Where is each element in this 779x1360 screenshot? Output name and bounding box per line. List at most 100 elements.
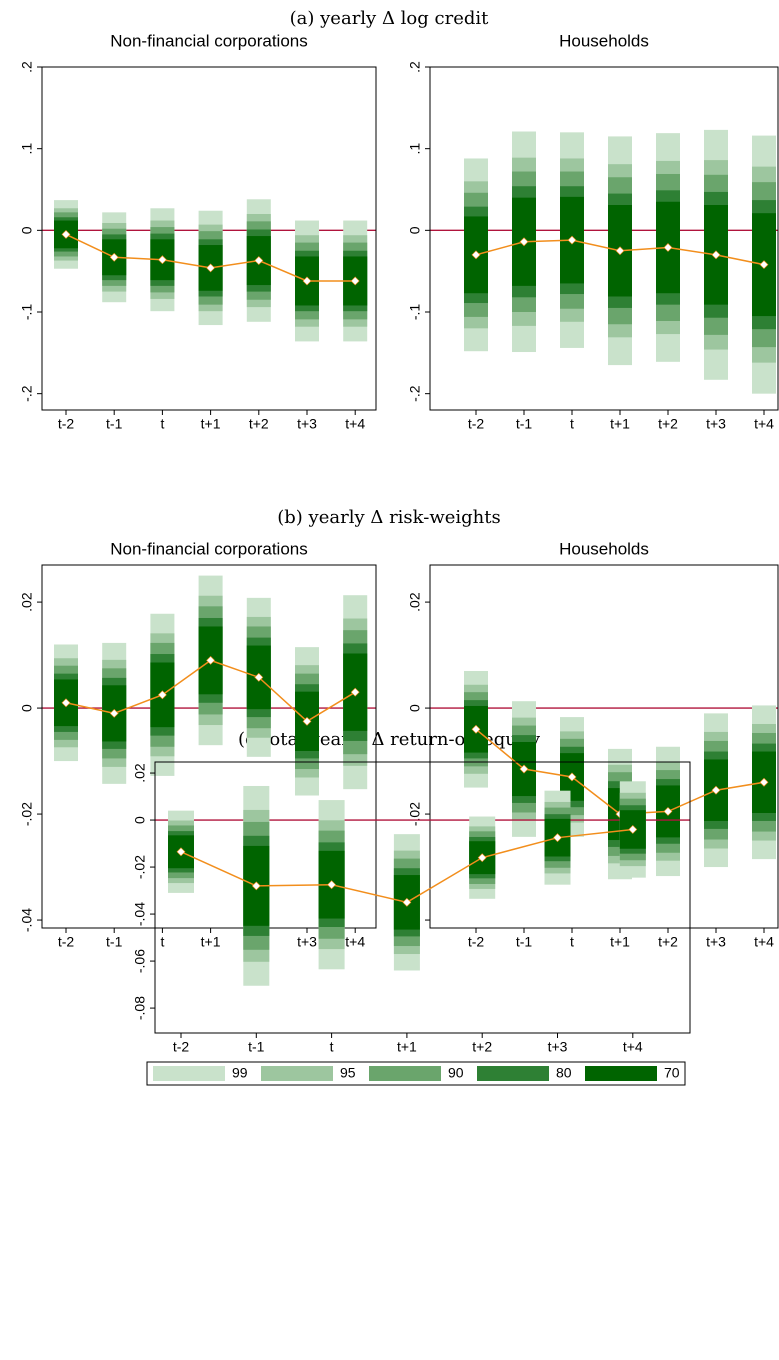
x-tick-label: t+2 bbox=[658, 416, 678, 432]
section-heading: (a) yearly Δ log credit bbox=[290, 8, 489, 29]
estimate-marker bbox=[61, 229, 71, 239]
estimate-marker bbox=[302, 276, 312, 286]
estimate-marker bbox=[350, 687, 360, 697]
y-tick-label: .1 bbox=[19, 143, 35, 155]
estimate-marker bbox=[109, 252, 119, 262]
estimate-marker bbox=[302, 716, 312, 726]
estimate-marker bbox=[519, 764, 529, 774]
y-tick-label: -.1 bbox=[407, 304, 423, 321]
x-tick-label: t+3 bbox=[706, 934, 726, 950]
panel-title: Non-financial corporations bbox=[110, 539, 308, 558]
estimate-marker bbox=[663, 243, 673, 252]
x-tick-label: t bbox=[570, 934, 574, 950]
x-tick-label: t+3 bbox=[297, 934, 317, 950]
y-tick-label: .02 bbox=[407, 592, 423, 612]
estimate-marker bbox=[402, 897, 412, 907]
legend-swatch bbox=[585, 1066, 657, 1081]
y-tick-label: 0 bbox=[407, 226, 423, 234]
plot-frame bbox=[41, 564, 377, 929]
y-tick-label: .2 bbox=[19, 61, 35, 73]
legend-swatch bbox=[261, 1066, 333, 1081]
legend-label: 80 bbox=[556, 1065, 572, 1081]
x-tick-label: t+4 bbox=[345, 934, 365, 950]
x-tick-label: t+4 bbox=[754, 416, 774, 432]
estimate-marker bbox=[206, 263, 216, 273]
x-tick-label: t-1 bbox=[516, 416, 533, 432]
estimate-marker bbox=[157, 255, 167, 265]
legend-swatch bbox=[153, 1066, 225, 1081]
section-heading: (c)total yearly Δ return-on-equity bbox=[238, 729, 541, 750]
x-tick-label: t-2 bbox=[173, 1039, 190, 1055]
plot-frame bbox=[154, 761, 691, 1034]
x-tick-label: t-2 bbox=[58, 416, 75, 432]
y-tick-label: -.1 bbox=[19, 304, 35, 321]
estimate-marker bbox=[471, 250, 481, 260]
estimate-marker bbox=[176, 847, 186, 857]
y-tick-label: .02 bbox=[19, 592, 35, 612]
legend-swatch bbox=[369, 1066, 441, 1081]
legend-label: 99 bbox=[232, 1065, 248, 1081]
estimate-marker bbox=[711, 250, 721, 260]
estimate-marker bbox=[663, 806, 673, 816]
estimate-marker bbox=[206, 655, 216, 665]
x-tick-label: t+1 bbox=[201, 934, 221, 950]
section-heading: (b) yearly Δ risk-weights bbox=[277, 507, 501, 528]
plot-frame bbox=[429, 66, 779, 411]
y-tick-label: -.06 bbox=[132, 949, 148, 973]
x-tick-label: t+3 bbox=[548, 1039, 568, 1055]
x-tick-label: t+3 bbox=[706, 416, 726, 432]
estimate-marker bbox=[254, 256, 264, 265]
estimate-marker bbox=[471, 724, 481, 734]
x-tick-label: t-1 bbox=[106, 934, 123, 950]
y-tick-label: -.04 bbox=[132, 902, 148, 926]
x-tick-label: t bbox=[570, 416, 574, 432]
y-tick-label: .02 bbox=[132, 763, 148, 783]
estimate-marker bbox=[553, 833, 562, 843]
estimate-marker bbox=[759, 260, 769, 270]
estimate-marker bbox=[254, 672, 264, 682]
y-tick-label: .1 bbox=[407, 143, 423, 155]
x-tick-label: t+4 bbox=[623, 1039, 643, 1055]
panel-title: Households bbox=[559, 539, 649, 558]
x-tick-label: t-2 bbox=[468, 934, 485, 950]
y-tick-label: -.2 bbox=[19, 385, 35, 402]
estimate-marker bbox=[327, 880, 337, 890]
estimate-marker bbox=[567, 772, 577, 782]
estimate-marker bbox=[157, 690, 167, 700]
panel-title: Non-financial corporations bbox=[110, 31, 308, 50]
estimate-marker bbox=[711, 785, 721, 795]
legend-label: 90 bbox=[448, 1065, 464, 1081]
estimate-marker bbox=[109, 708, 119, 718]
estimate-marker bbox=[628, 825, 638, 834]
plot-frame bbox=[41, 66, 377, 411]
legend-swatch bbox=[477, 1066, 549, 1081]
estimate-marker bbox=[759, 777, 769, 787]
estimate-marker bbox=[61, 698, 71, 708]
y-tick-label: -.08 bbox=[132, 996, 148, 1020]
estimate-marker bbox=[350, 276, 360, 286]
x-tick-label: t+2 bbox=[658, 934, 678, 950]
x-tick-label: t-1 bbox=[248, 1039, 265, 1055]
estimate-marker bbox=[519, 237, 529, 247]
estimate-marker bbox=[251, 881, 261, 891]
x-tick-label: t+1 bbox=[610, 416, 630, 432]
y-tick-label: 0 bbox=[19, 226, 35, 234]
x-tick-label: t+1 bbox=[201, 416, 221, 432]
y-tick-label: -.02 bbox=[19, 802, 35, 826]
y-tick-label: 0 bbox=[19, 704, 35, 712]
y-tick-label: -.04 bbox=[19, 908, 35, 932]
x-tick-label: t+2 bbox=[472, 1039, 492, 1055]
y-tick-label: .2 bbox=[407, 61, 423, 73]
x-tick-label: t+1 bbox=[610, 934, 630, 950]
panel-title: Households bbox=[559, 31, 649, 50]
plot-frame bbox=[429, 564, 779, 929]
x-tick-label: t bbox=[330, 1039, 334, 1055]
x-tick-label: t+1 bbox=[397, 1039, 417, 1055]
estimate-marker bbox=[477, 853, 487, 863]
x-tick-label: t-2 bbox=[468, 416, 485, 432]
x-tick-label: t+4 bbox=[754, 934, 774, 950]
x-tick-label: t-1 bbox=[516, 934, 533, 950]
x-tick-label: t+4 bbox=[345, 416, 365, 432]
estimate-marker bbox=[567, 235, 577, 245]
